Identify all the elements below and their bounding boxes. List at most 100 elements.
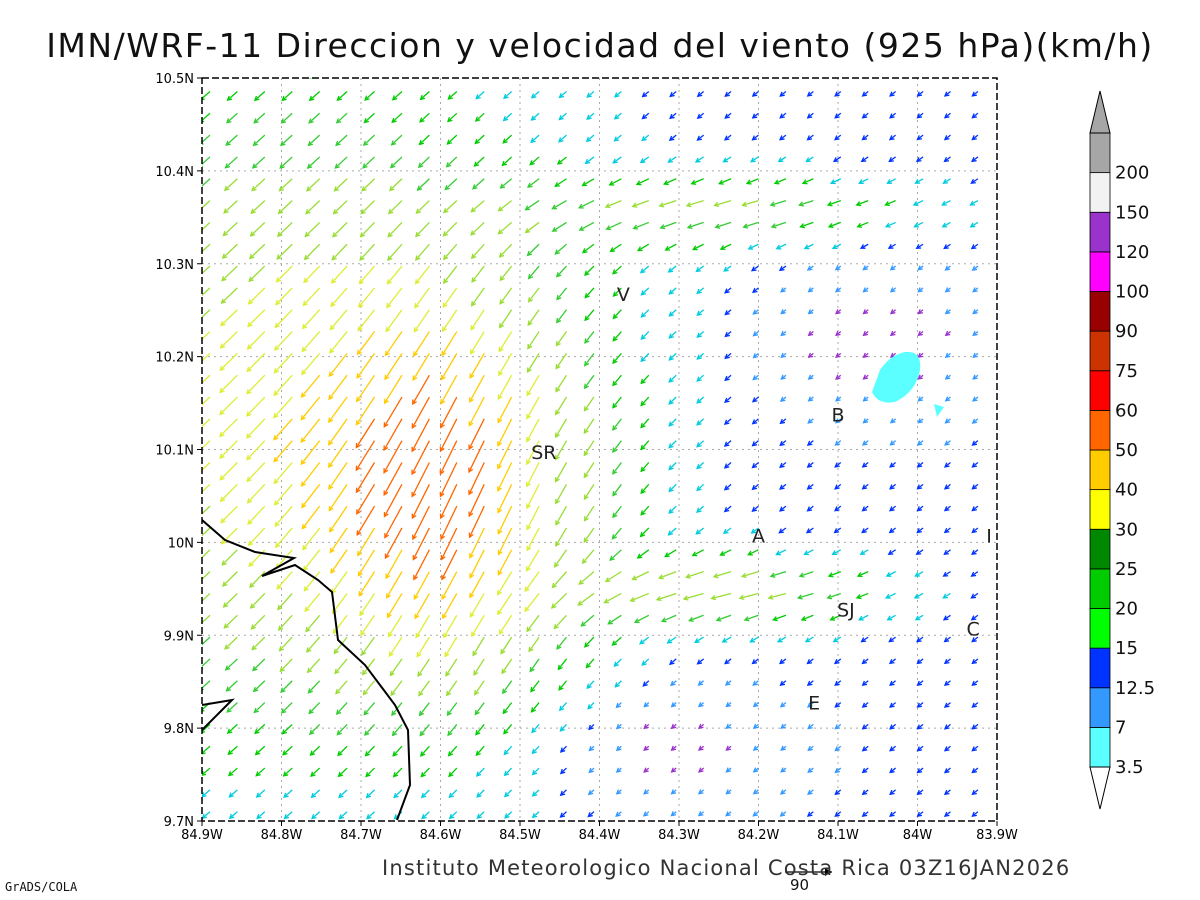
wind-vector-head <box>526 367 532 374</box>
wind-vector-shaft <box>307 156 321 169</box>
wind-vector-head <box>249 582 255 589</box>
wind-vector-shaft <box>416 200 430 214</box>
wind-vector-shaft <box>470 200 485 213</box>
wind-vector-head <box>862 352 869 358</box>
wind-vector-head <box>470 325 476 331</box>
wind-vector-shaft <box>612 418 622 431</box>
wind-vector-shaft <box>641 287 650 296</box>
wind-vector-head <box>202 143 204 145</box>
wind-vector-shaft <box>474 156 485 167</box>
wind-vector-head <box>309 750 316 756</box>
wind-vector-head <box>415 231 421 238</box>
wind-vector-head <box>633 618 640 624</box>
wind-vector-shaft <box>418 156 430 168</box>
wind-vector-shaft <box>827 199 841 206</box>
wind-vector-shaft <box>383 440 403 473</box>
wind-vector-shaft <box>556 265 567 278</box>
wind-vector-head <box>861 135 868 141</box>
wind-vector-shaft <box>885 199 896 206</box>
wind-vector-head <box>969 222 976 228</box>
wind-vector-head <box>971 549 977 556</box>
wind-vector-head <box>612 425 618 431</box>
wind-vector-head <box>724 659 730 665</box>
wind-vector-head <box>251 163 258 169</box>
wind-vector-head <box>202 728 206 734</box>
wind-vector-head <box>364 95 370 101</box>
wind-vector-shaft <box>774 178 787 184</box>
wind-vector-shaft <box>469 527 485 558</box>
wind-vector-shaft <box>497 484 513 513</box>
wind-vector-head <box>220 539 227 545</box>
wind-vector-head <box>609 247 616 253</box>
wind-vector-head <box>916 658 923 665</box>
wind-vector-head <box>195 559 199 563</box>
wind-vector-head <box>1000 637 1004 641</box>
wind-vector-head <box>668 443 674 449</box>
wind-vector-head <box>861 440 868 446</box>
wind-vector-head <box>527 273 534 280</box>
wind-vector-head <box>282 750 288 756</box>
wind-vector-head <box>578 579 584 585</box>
wind-vector-head <box>941 222 948 228</box>
wind-vector-head <box>386 612 392 619</box>
wind-vector-shaft <box>276 265 293 283</box>
wind-vector-shaft <box>331 265 348 284</box>
wind-vector-head <box>861 528 867 534</box>
wind-vector-shaft <box>357 331 376 355</box>
wind-vector-head <box>943 680 950 687</box>
wind-vector-head <box>668 377 674 383</box>
wind-vector-shaft <box>888 549 896 555</box>
wind-vector-shaft <box>284 811 293 819</box>
wind-vector-head <box>615 702 622 709</box>
wind-vector-shaft <box>503 745 513 755</box>
wind-vector-shaft <box>583 527 595 543</box>
wind-vector-head <box>775 244 782 250</box>
wind-vector-shaft <box>311 811 321 819</box>
wind-vector-shaft <box>1000 768 1006 772</box>
wind-vector-shaft <box>915 178 924 184</box>
colorbar-label: 150 <box>1115 202 1149 223</box>
wind-vector-shaft <box>503 90 513 99</box>
wind-vector-shaft <box>219 462 238 481</box>
wind-vector-head <box>310 771 316 777</box>
wind-vector-head <box>776 637 783 643</box>
wind-vector-shaft <box>887 614 896 621</box>
wind-vector-head <box>578 225 585 231</box>
wind-vector-head <box>696 507 702 513</box>
wind-vector-shaft <box>612 462 622 475</box>
wind-vector-head <box>559 768 566 775</box>
wind-vector-head <box>524 205 531 211</box>
wind-vector-shaft <box>612 331 622 342</box>
wind-vector-head <box>751 506 758 512</box>
wind-vector-shaft <box>773 614 787 621</box>
wind-vector-head <box>440 422 445 429</box>
wind-vector-shaft <box>392 745 403 757</box>
wind-vector-head <box>667 530 674 536</box>
wind-vector-head <box>387 232 393 238</box>
wind-vector-shaft <box>308 702 321 714</box>
wind-vector-head <box>943 789 950 796</box>
wind-vector-shaft <box>250 221 266 237</box>
wind-vector-head <box>971 658 977 665</box>
wind-vector-head <box>779 113 785 119</box>
wind-vector-shaft <box>614 134 622 142</box>
wind-vector-shaft <box>476 811 485 819</box>
wind-vector-shaft <box>526 549 540 572</box>
wind-vector-shaft <box>999 201 1006 205</box>
wind-vector-shaft <box>357 549 376 576</box>
wind-vector-head <box>530 686 536 693</box>
colorbar-swatch <box>1089 370 1111 411</box>
wind-vector-head <box>526 182 533 188</box>
wind-vector-head <box>531 727 537 734</box>
wind-vector-shaft <box>555 374 568 392</box>
wind-vector-head <box>751 419 758 425</box>
wind-vector-head <box>778 528 784 534</box>
wind-vector-head <box>440 399 446 405</box>
wind-vector-head <box>807 330 814 337</box>
wind-vector-head <box>530 115 537 121</box>
wind-vector-head <box>356 349 363 356</box>
wind-vector-shaft <box>724 483 732 491</box>
wind-vector-head <box>224 665 231 671</box>
wind-vector-shaft <box>247 309 266 327</box>
wind-vector-shaft <box>497 396 513 423</box>
